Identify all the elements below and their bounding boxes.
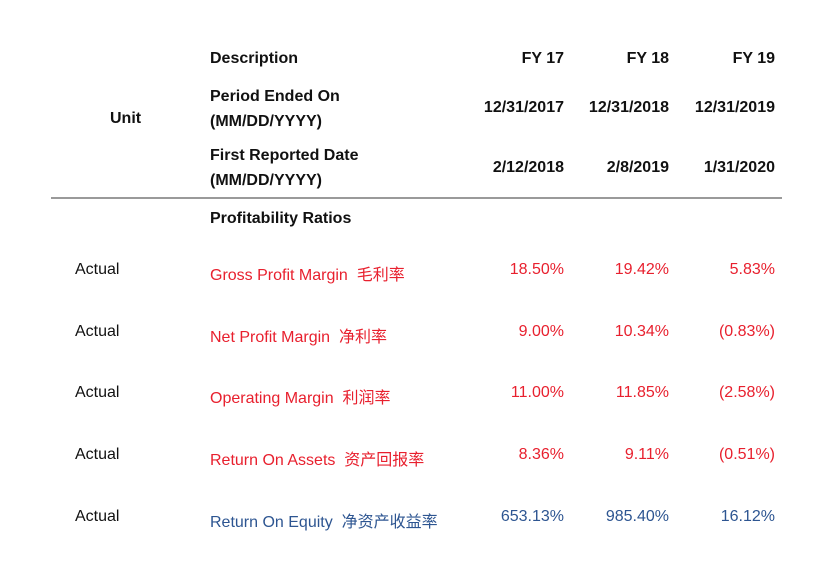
first-reported-label: First Reported Date <box>210 147 359 164</box>
unit-header: Unit <box>110 110 142 127</box>
row-unit: Actual <box>75 508 120 525</box>
row-label: Return On Equity 净资产收益率 <box>210 514 438 531</box>
section-title: Profitability Ratios <box>210 210 352 227</box>
row-label: Gross Profit Margin 毛利率 <box>210 267 405 284</box>
row-value-fy19: 5.83% <box>729 261 775 278</box>
year-header-fy18: FY 18 <box>626 50 669 67</box>
row-unit: Actual <box>75 384 120 401</box>
period-ended-label: Period Ended On <box>210 88 340 105</box>
row-value-fy19: 16.12% <box>720 508 775 525</box>
row-value-fy18: 10.34% <box>614 323 669 340</box>
row-value-fy17: 653.13% <box>500 508 564 525</box>
row-unit: Actual <box>75 323 120 340</box>
row-value-fy17: 9.00% <box>518 323 564 340</box>
period-date-fy18: 12/31/2018 <box>588 99 669 116</box>
row-value-fy18: 11.85% <box>615 384 669 401</box>
row-value-fy17: 8.36% <box>518 446 564 463</box>
year-header-fy19: FY 19 <box>732 50 775 67</box>
period-date-fy17: 12/31/2017 <box>483 99 564 116</box>
row-value-fy18: 19.42% <box>614 261 669 278</box>
row-label: Return On Assets 资产回报率 <box>210 452 425 469</box>
row-value-fy19: (2.58%) <box>718 384 775 401</box>
header-divider <box>51 197 782 199</box>
reported-date-fy17: 2/12/2018 <box>492 159 564 176</box>
row-value-fy19: (0.83%) <box>718 323 775 340</box>
reported-date-fy18: 2/8/2019 <box>606 159 669 176</box>
period-ended-format: (MM/DD/YYYY) <box>210 113 322 130</box>
row-value-fy18: 9.11% <box>624 446 669 463</box>
period-date-fy19: 12/31/2019 <box>694 99 775 116</box>
row-value-fy19: (0.51%) <box>718 446 775 463</box>
year-header-fy17: FY 17 <box>521 50 564 67</box>
row-value-fy17: 18.50% <box>509 261 564 278</box>
first-reported-format: (MM/DD/YYYY) <box>210 172 322 189</box>
reported-date-fy19: 1/31/2020 <box>703 159 775 176</box>
row-value-fy18: 985.40% <box>605 508 669 525</box>
row-unit: Actual <box>75 446 120 463</box>
row-unit: Actual <box>75 261 120 278</box>
row-value-fy17: 11.00% <box>510 384 564 401</box>
row-label: Net Profit Margin 净利率 <box>210 329 387 346</box>
row-label: Operating Margin 利润率 <box>210 390 391 407</box>
description-header: Description <box>210 50 299 67</box>
